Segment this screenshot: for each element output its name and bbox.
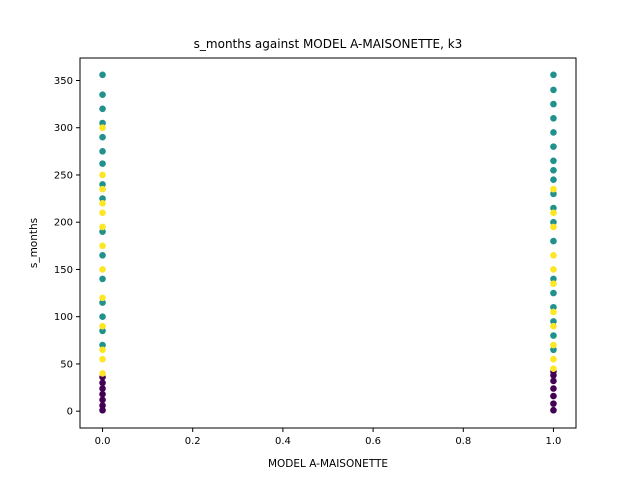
data-point — [550, 392, 557, 400]
data-point — [550, 190, 557, 198]
y-axis-label: s_months — [28, 218, 40, 268]
data-point — [550, 100, 557, 108]
y-tick-label: 100 — [54, 312, 73, 323]
y-tick-label: 200 — [54, 218, 73, 229]
x-tick-label: 0.4 — [275, 436, 291, 447]
data-point — [99, 171, 106, 179]
data-point — [99, 406, 106, 414]
x-axis-label: MODEL A-MAISONETTE — [268, 458, 388, 470]
data-point — [550, 275, 557, 283]
data-point — [550, 209, 557, 217]
data-point — [550, 289, 557, 297]
data-point — [99, 200, 106, 207]
data-point — [550, 266, 557, 273]
data-point — [99, 133, 106, 141]
data-point — [99, 209, 106, 217]
data-point — [99, 294, 106, 302]
y-axis-ticks: 0 50 100 150 200 250 300 350 — [54, 76, 80, 418]
y-tick-label: 50 — [60, 359, 73, 370]
data-point — [550, 176, 557, 183]
data-point — [550, 341, 557, 349]
data-point — [550, 129, 557, 136]
data-point — [550, 346, 557, 354]
data-point — [550, 71, 557, 79]
y-tick-label: 300 — [54, 123, 73, 134]
data-point — [550, 204, 557, 212]
x-axis-ticks: 0.0 0.2 0.4 0.6 0.8 1.0 — [95, 428, 562, 447]
data-point — [99, 160, 106, 167]
data-point — [99, 71, 106, 79]
data-point — [99, 119, 106, 127]
data-point — [99, 390, 106, 398]
data-point — [99, 370, 106, 377]
x-tick-label: 0.6 — [365, 436, 381, 447]
data-point — [550, 322, 557, 330]
data-point — [550, 223, 557, 231]
y-tick-label: 150 — [54, 265, 73, 276]
y-tick-label: 0 — [67, 407, 73, 418]
chart-title: s_months against MODEL A-MAISONETTE, k3 — [194, 37, 463, 51]
data-point — [550, 308, 557, 316]
data-point — [550, 237, 557, 245]
y-tick-label: 350 — [54, 76, 73, 87]
data-point — [99, 379, 106, 387]
data-point — [550, 251, 557, 259]
data-point — [550, 303, 557, 311]
y-tick-label: 250 — [54, 170, 73, 181]
data-point — [99, 105, 106, 113]
data-point — [99, 313, 106, 320]
data-point — [550, 400, 557, 407]
data-point — [99, 396, 106, 404]
data-point — [99, 181, 106, 188]
data-point — [99, 355, 106, 363]
data-point — [550, 377, 557, 385]
data-point — [99, 275, 106, 283]
data-point — [99, 266, 106, 273]
data-point — [550, 332, 557, 339]
x-tick-label: 0.8 — [455, 436, 471, 447]
data-point — [99, 124, 106, 132]
data-point — [99, 195, 106, 202]
data-point — [550, 280, 557, 287]
data-point — [99, 251, 106, 259]
plot-frame — [79, 57, 577, 429]
data-point — [550, 355, 557, 363]
data-point — [99, 185, 106, 193]
data-point — [550, 318, 557, 325]
data-point — [99, 148, 106, 155]
data-point — [550, 143, 557, 150]
data-point — [99, 299, 106, 306]
data-point — [550, 166, 557, 174]
data-point — [99, 91, 106, 98]
data-point — [99, 327, 106, 335]
x-tick-label: 0.0 — [95, 436, 111, 447]
data-point — [550, 86, 557, 94]
data-point — [99, 402, 106, 409]
data-point — [550, 365, 557, 372]
data-point — [550, 114, 557, 122]
data-point — [550, 406, 557, 414]
data-point — [99, 341, 106, 349]
data-point — [550, 218, 557, 226]
data-point — [99, 242, 106, 250]
data-point — [550, 185, 557, 193]
x-tick-label: 1.0 — [546, 436, 562, 447]
data-point — [550, 385, 557, 392]
data-point — [99, 223, 106, 231]
data-point — [99, 228, 106, 235]
data-point — [99, 346, 106, 354]
data-point — [550, 157, 557, 165]
x-tick-label: 0.2 — [185, 436, 201, 447]
data-point — [99, 385, 106, 392]
data-points — [99, 71, 557, 414]
data-point — [99, 322, 106, 330]
